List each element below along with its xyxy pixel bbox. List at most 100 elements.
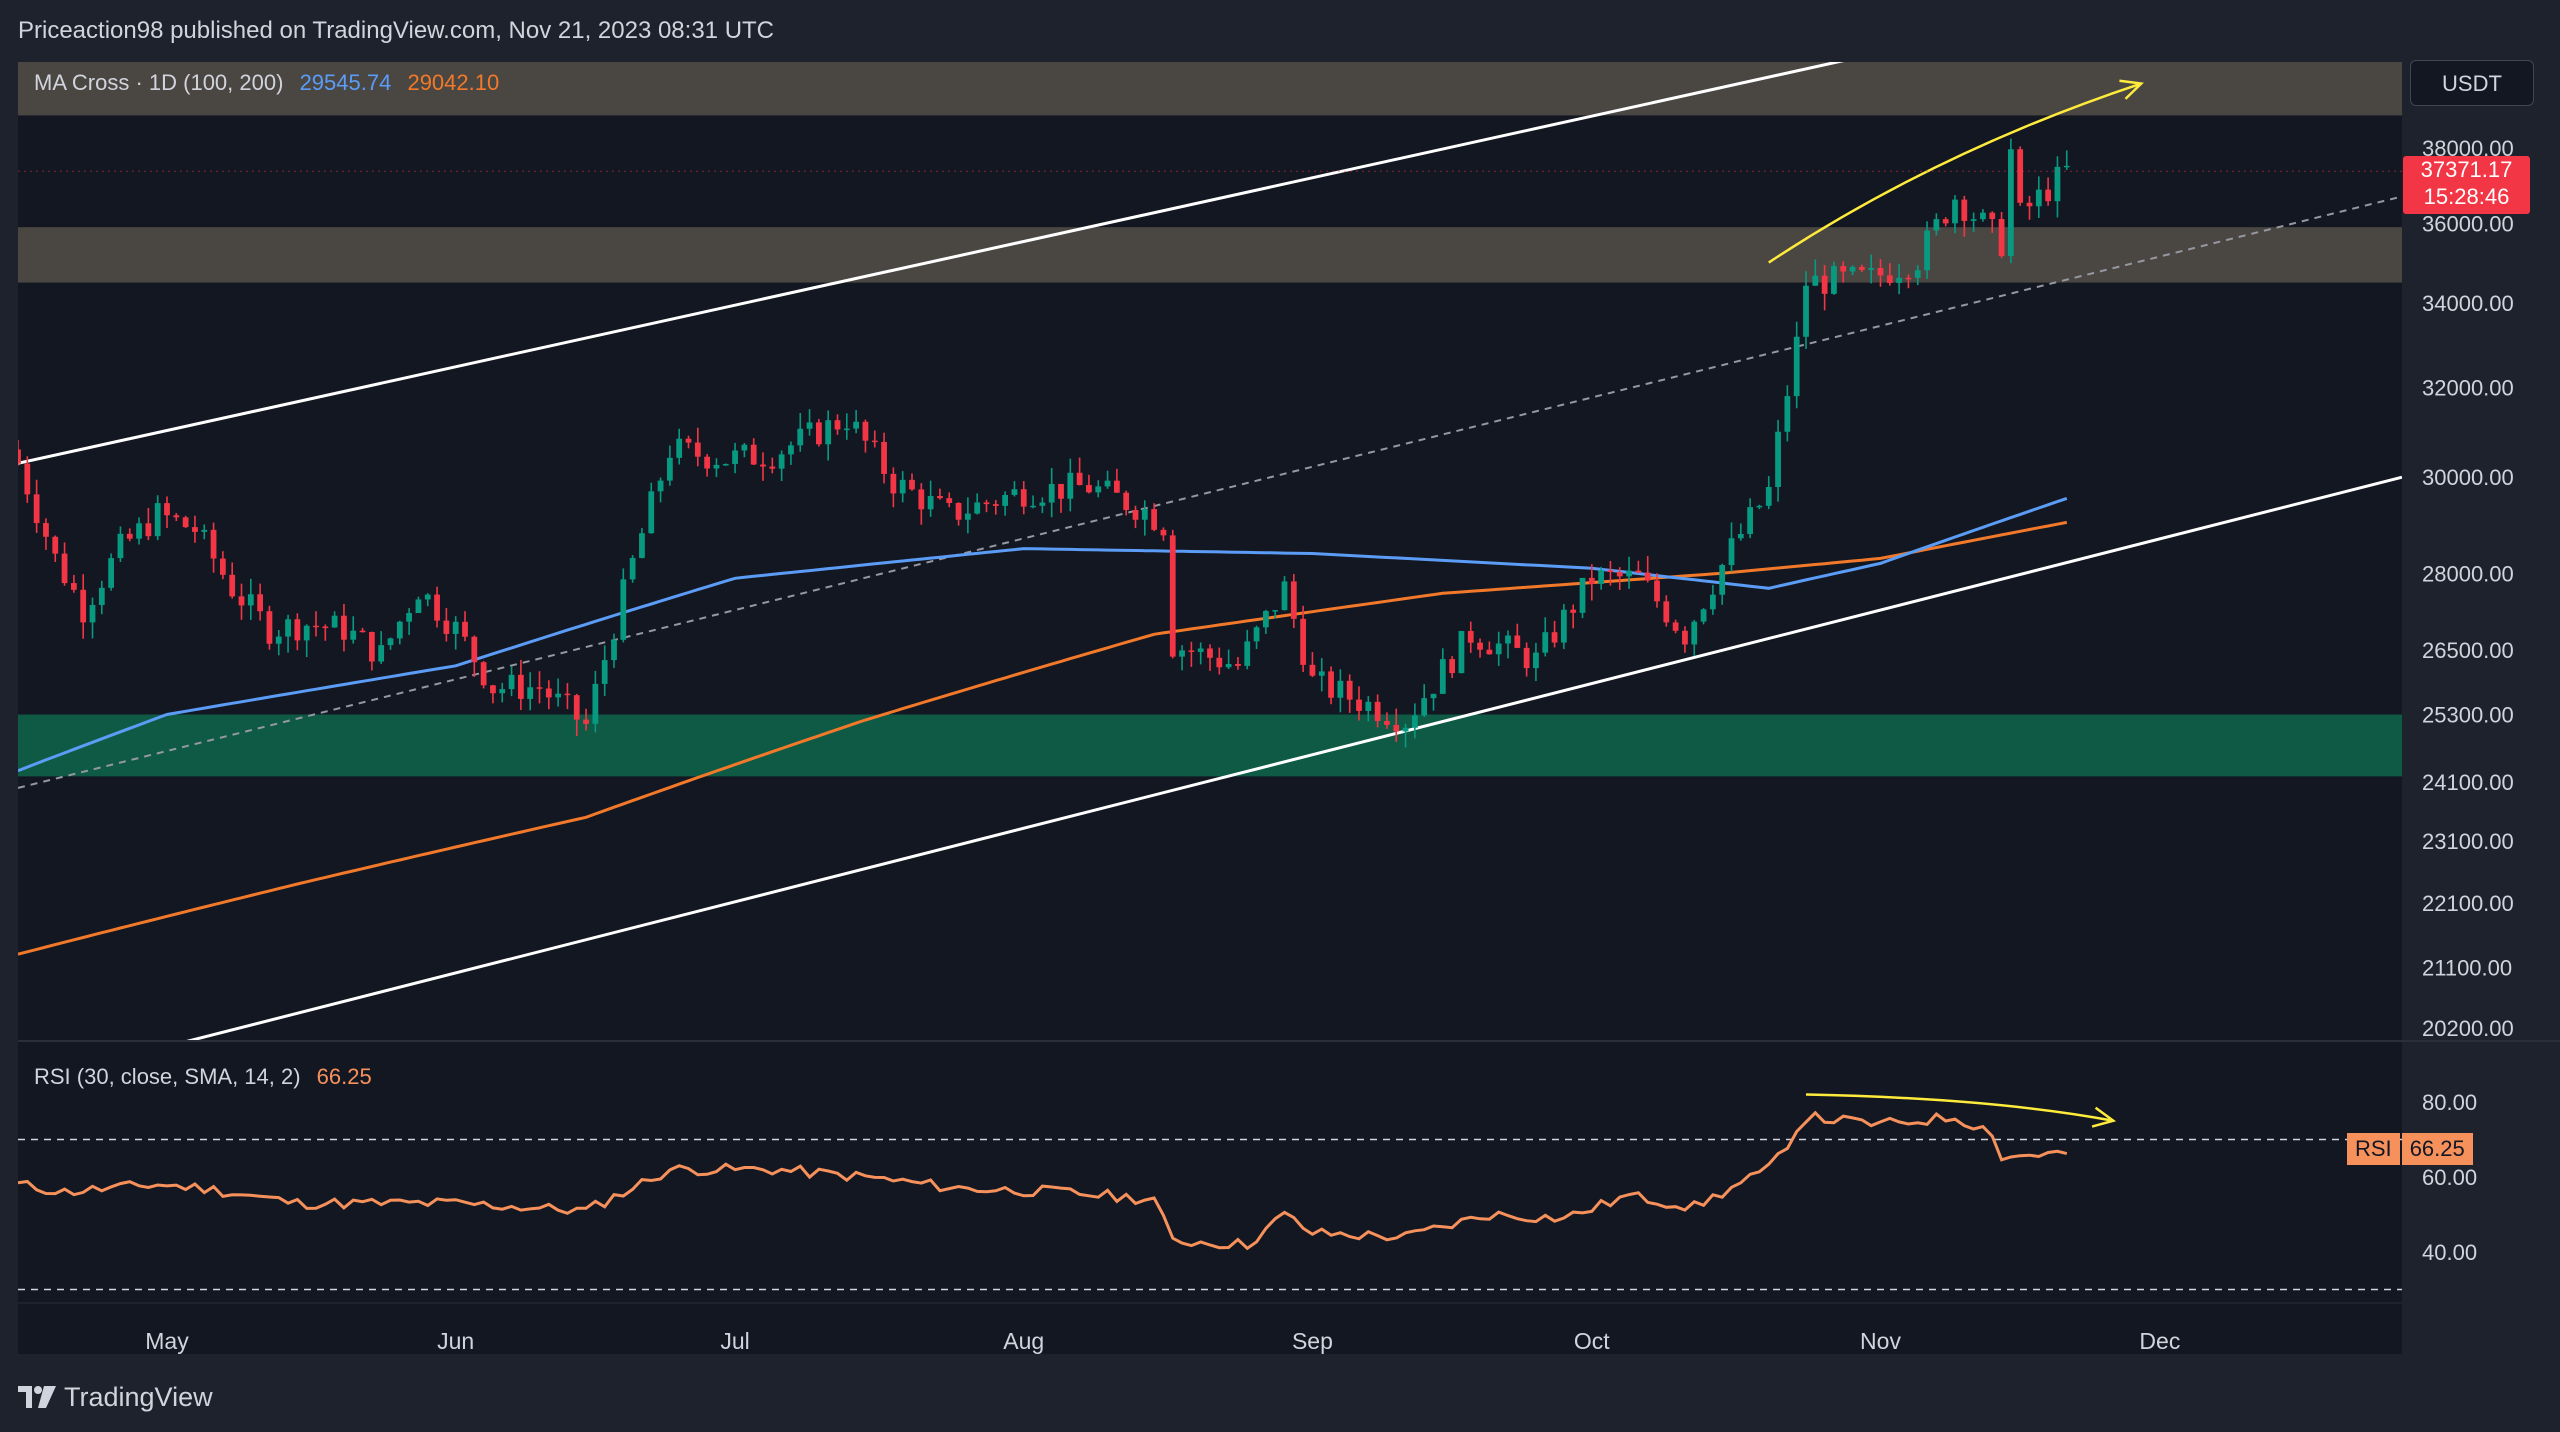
candle[interactable] [573,693,580,736]
candle[interactable] [1626,556,1632,589]
candle[interactable] [406,608,413,635]
candle[interactable] [1542,617,1549,657]
candle[interactable] [592,670,599,733]
candle[interactable] [2054,156,2061,218]
candle[interactable] [1104,470,1111,489]
candle[interactable] [760,452,766,481]
candle[interactable] [1030,495,1036,509]
candle[interactable] [136,517,142,545]
candle[interactable] [322,624,329,641]
candle[interactable] [1989,211,1996,233]
candle[interactable] [1961,195,1968,237]
candle[interactable] [1346,674,1353,713]
candle[interactable] [1439,648,1446,695]
candle[interactable] [1579,577,1586,619]
price-chart[interactable]: 38000.0036000.0034000.0032000.0030000.00… [0,0,2560,1362]
candle[interactable] [1011,481,1018,497]
candle[interactable] [797,412,804,452]
candle[interactable] [1113,468,1120,493]
candle[interactable] [843,413,850,440]
candle[interactable] [1095,480,1102,498]
candle[interactable] [722,463,729,466]
candle[interactable] [490,684,496,704]
candle[interactable] [1328,666,1334,705]
candle[interactable] [1812,259,1819,286]
candle[interactable] [946,492,953,508]
candle[interactable] [154,495,161,541]
candle[interactable] [2045,177,2052,206]
candle[interactable] [937,488,943,500]
candle[interactable] [1868,254,1875,284]
candle[interactable] [1663,595,1670,627]
candle[interactable] [834,414,841,435]
candle[interactable] [1980,209,1986,222]
currency-button[interactable]: USDT [2410,60,2534,106]
candle[interactable] [881,432,887,484]
candle[interactable] [434,586,440,628]
candle[interactable] [1477,638,1483,658]
candle[interactable] [1793,321,1800,409]
candle[interactable] [1719,563,1726,605]
candle[interactable] [1337,669,1344,713]
candle[interactable] [1393,708,1400,742]
candle[interactable] [1598,566,1605,590]
candle[interactable] [1076,457,1083,486]
candle[interactable] [1570,604,1577,629]
candle[interactable] [1272,610,1279,619]
candle[interactable] [1421,684,1428,717]
candle[interactable] [1737,523,1744,541]
candle[interactable] [555,678,562,707]
candle[interactable] [620,568,627,643]
ma100-line[interactable] [18,496,2068,773]
candle[interactable] [983,499,990,513]
candle[interactable] [89,597,96,639]
candle[interactable] [815,418,822,447]
candle[interactable] [257,583,264,621]
candle[interactable] [424,593,431,607]
candle[interactable] [2017,146,2024,206]
candle[interactable] [1262,609,1269,634]
candle[interactable] [1058,483,1064,513]
candle[interactable] [657,477,664,503]
candle[interactable] [517,659,524,711]
candle[interactable] [1430,693,1437,711]
candle[interactable] [1411,703,1418,739]
candle[interactable] [247,578,254,620]
candle[interactable] [1644,556,1651,583]
candle[interactable] [564,683,571,710]
candle[interactable] [601,645,608,697]
candle[interactable] [2026,195,2033,220]
candle[interactable] [778,450,785,481]
candle[interactable] [1486,641,1493,655]
candle[interactable] [1672,619,1679,634]
candle[interactable] [303,624,310,658]
candle[interactable] [1607,561,1614,586]
candle[interactable] [806,409,813,436]
candle[interactable] [666,445,673,486]
candle[interactable] [974,493,981,515]
candle[interactable] [182,515,189,528]
candle[interactable] [1318,658,1325,692]
candle[interactable] [1160,527,1167,541]
candle[interactable] [871,430,878,448]
candle[interactable] [788,441,794,465]
candle[interactable] [1877,259,1884,287]
candle[interactable] [275,629,282,656]
candle[interactable] [1151,503,1158,532]
candle[interactable] [359,627,366,633]
annotation-price-arrow[interactable] [1768,79,2144,264]
candle[interactable] [117,526,124,563]
candle[interactable] [229,562,236,599]
rsi-line[interactable] [18,1110,2068,1251]
candle[interactable] [1132,505,1139,529]
ma-legend[interactable]: MA Cross · 1D (100, 200) 29545.74 29042.… [34,70,499,96]
candle[interactable] [1216,647,1223,675]
ma200-line[interactable] [18,520,2068,956]
candle[interactable] [732,442,738,474]
candle[interactable] [992,500,999,515]
candle[interactable] [862,419,869,453]
candle[interactable] [1942,217,1949,227]
candle[interactable] [61,542,68,586]
candle[interactable] [1374,694,1381,728]
candle[interactable] [1728,522,1735,572]
